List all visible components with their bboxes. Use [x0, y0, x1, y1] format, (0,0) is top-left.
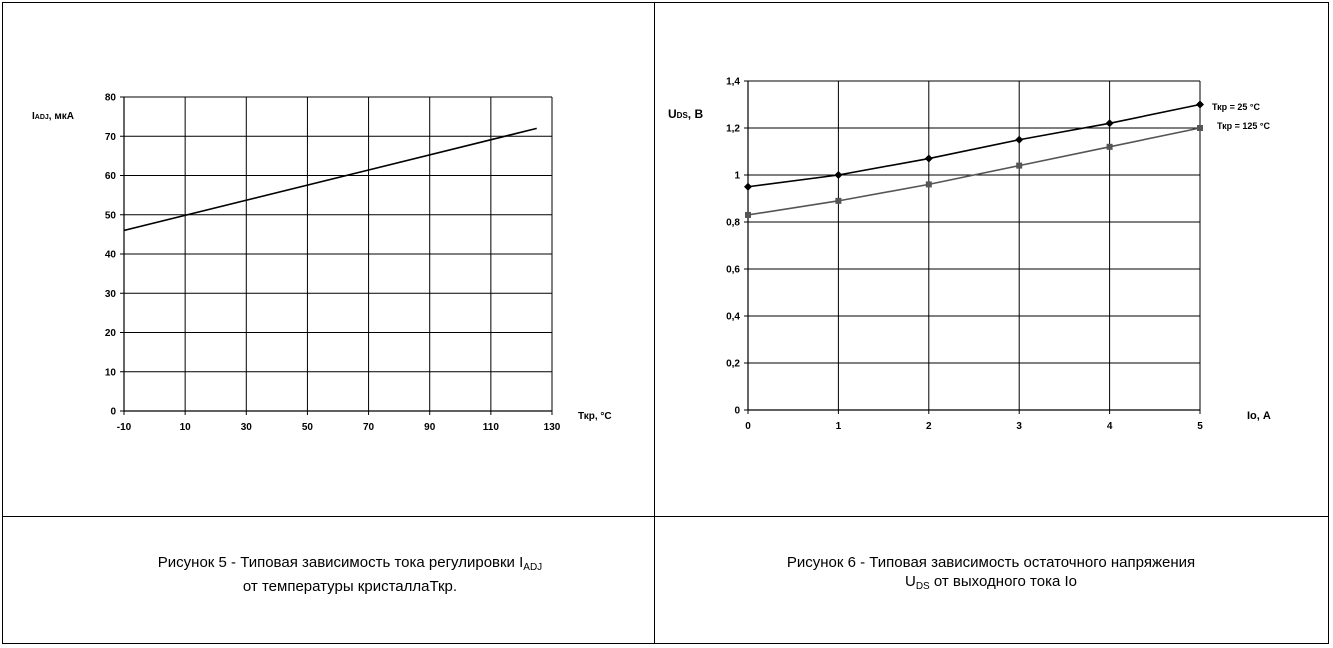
chart2-y-tick-label: 0,2 [726, 359, 740, 370]
figure6-caption-u: U [904, 573, 916, 590]
chart2-series-2-label: Ткр = 125 °С [1217, 121, 1271, 131]
chart2-series-2-line [747, 127, 1201, 216]
chart2-series-2-point [925, 181, 932, 188]
chart2-series-1-point [744, 182, 752, 191]
chart2-y-label-rest: , В [688, 107, 704, 121]
chart2-y-tick-label: 1,4 [726, 77, 740, 88]
chart1-y-tick-label: 60 [105, 171, 117, 182]
chart2-y-tick-label: 0,6 [726, 265, 740, 276]
chart1-y-tick-label: 40 [105, 250, 117, 261]
chart2-series-1-point [1196, 100, 1204, 109]
chart2-x-tick-label: 4 [1107, 421, 1113, 432]
chart2-y-label: UDS, В [668, 107, 703, 121]
chart2-series-2-point [835, 197, 842, 204]
chart2-series-2-point [745, 211, 751, 218]
chart1-y-label-sub: ADJ [35, 114, 49, 121]
chart1-y-tick-label: 70 [105, 132, 117, 143]
chart2-series-1-point [1105, 119, 1114, 128]
chart2-series-1-point [1015, 135, 1024, 144]
chart1-series-1-line [123, 127, 537, 232]
caption-divider [2, 516, 1329, 517]
chart1-y-tick-label: 20 [105, 328, 117, 339]
chart2-y-label-main: U [668, 107, 677, 121]
chart1-x-tick-label: 90 [424, 422, 436, 433]
chart1-y-tick-label: 50 [105, 210, 117, 221]
chart1-x-label: Ткр, °С [578, 411, 612, 422]
figure6-caption-line1: Рисунок 6 - Типовая зависимость остаточн… [786, 554, 1196, 571]
chart2-series-1-label: Ткр = 25 °С [1212, 102, 1261, 112]
figure5-caption: Рисунок 5 - Типовая зависимость тока рег… [140, 553, 560, 596]
chart1-y-label-rest: , мкА [49, 111, 74, 122]
chart2-y-tick-label: 0,4 [726, 312, 740, 323]
chart2-series-2-point [1016, 162, 1023, 169]
chart1-y-tick-label: 0 [110, 407, 116, 418]
chart2-y-tick-label: 0 [734, 406, 740, 417]
chart1-x-tick-label: 50 [302, 422, 314, 433]
chart2-x-tick-label: 2 [926, 421, 932, 432]
chart1-x-tick-label: 70 [363, 422, 375, 433]
chart2-series-2-point [1106, 143, 1113, 150]
chart2-y-tick-label: 1 [734, 171, 740, 182]
chart2-y-tick-label: 1,2 [726, 124, 740, 135]
chart2-series-1-line [747, 103, 1201, 188]
chart1-y-tick-label: 30 [105, 289, 117, 300]
chart1-y-label-main: I [32, 111, 35, 122]
column-divider [654, 2, 655, 644]
chart1-x-tick-label: 30 [241, 422, 253, 433]
chart2-y-tick-label: 0,8 [726, 218, 740, 229]
chart1-x-tick-label: -10 [117, 422, 132, 433]
figure5-caption-sub: ADJ [523, 562, 543, 573]
chart2-x-tick-label: 0 [745, 421, 751, 432]
chart2-x-tick-label: 1 [836, 421, 842, 432]
chart1-y-tick-label: 80 [105, 93, 117, 104]
chart2-series-1-point [924, 154, 933, 163]
chart2-x-tick-label: 5 [1197, 421, 1203, 432]
chart1-y-tick-label: 10 [105, 367, 117, 378]
figure6-caption-text: от выходного тока Io [929, 573, 1078, 590]
figure6-caption: Рисунок 6 - Типовая зависимость остаточн… [655, 553, 1327, 596]
figure5-caption-line2: от температуры кристаллаТкр. [242, 578, 458, 595]
chart2-x-tick-label: 3 [1016, 421, 1022, 432]
figure6-caption-sub: DS [915, 581, 930, 592]
figure5-caption-text: Рисунок 5 - Типовая зависимость тока рег… [157, 554, 524, 571]
chart2-y-label-sub: DS [677, 111, 689, 120]
chart1-x-tick-label: 10 [180, 422, 192, 433]
chart1-x-tick-label: 130 [544, 422, 561, 433]
chart2-x-label: Io, А [1247, 410, 1271, 422]
chart1-y-label: IADJ, мкА [32, 111, 74, 122]
chart2-series-2-point [1197, 125, 1203, 131]
chart2-series-1-point [834, 171, 843, 179]
chart1-x-tick-label: 110 [483, 422, 500, 433]
